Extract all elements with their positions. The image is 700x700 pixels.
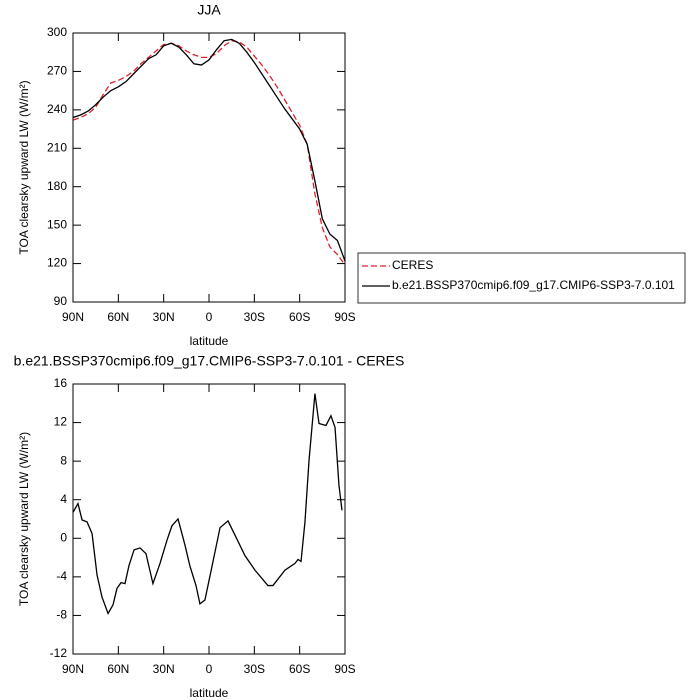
data-line: [72, 393, 343, 616]
y-tick-label: 150: [47, 217, 67, 231]
y-tick-label: 8: [60, 453, 67, 467]
x-tick-label: 60N: [107, 310, 129, 324]
y-tick-label: 4: [60, 492, 67, 506]
x-tick-label: 30N: [153, 310, 175, 324]
x-tick-label: 90N: [62, 310, 84, 324]
y-axis-label: TOA clearsky upward LW (W/m²): [17, 432, 31, 606]
x-tick-label: 30S: [244, 662, 265, 676]
chart-title: JJA: [197, 2, 221, 18]
y-tick-label: -8: [56, 608, 67, 622]
y-tick-label: 12: [54, 415, 68, 429]
y-tick-label: -12: [50, 646, 68, 660]
data-line: [72, 38, 346, 262]
x-tick-label: 60S: [289, 310, 310, 324]
x-tick-label: 30N: [153, 662, 175, 676]
chart-title: b.e21.BSSP370cmip6.f09_g17.CMIP6-SSP3-7.…: [14, 353, 405, 369]
legend-label: b.e21.BSSP370cmip6.f09_g17.CMIP6-SSP3-7.…: [392, 278, 675, 292]
x-tick-label: 90N: [62, 662, 84, 676]
y-axis-label: TOA clearsky upward LW (W/m²): [17, 80, 31, 254]
x-tick-label: 90S: [334, 310, 355, 324]
plot-frame: [72, 32, 346, 303]
x-axis-label: latitude: [190, 334, 229, 348]
y-tick-label: 180: [47, 179, 67, 193]
data-line: [72, 40, 346, 266]
x-tick-label: 0: [206, 662, 213, 676]
y-tick-label: 90: [54, 294, 68, 308]
x-tick-label: 60S: [289, 662, 310, 676]
y-tick-label: 270: [47, 64, 67, 78]
y-tick-label: 0: [60, 530, 67, 544]
y-tick-label: 16: [54, 376, 68, 390]
y-tick-label: -4: [56, 569, 67, 583]
x-tick-label: 30S: [244, 310, 265, 324]
y-tick-label: 240: [47, 102, 67, 116]
y-tick-label: 210: [47, 140, 67, 154]
x-axis-label: latitude: [190, 686, 229, 700]
plot-frame: [72, 383, 346, 655]
legend-label: CERES: [392, 258, 433, 272]
y-tick-label: 300: [47, 25, 67, 39]
x-tick-label: 60N: [107, 662, 129, 676]
x-tick-label: 0: [206, 310, 213, 324]
x-tick-label: 90S: [334, 662, 355, 676]
legend-box: [357, 252, 686, 304]
y-tick-label: 120: [47, 256, 67, 270]
